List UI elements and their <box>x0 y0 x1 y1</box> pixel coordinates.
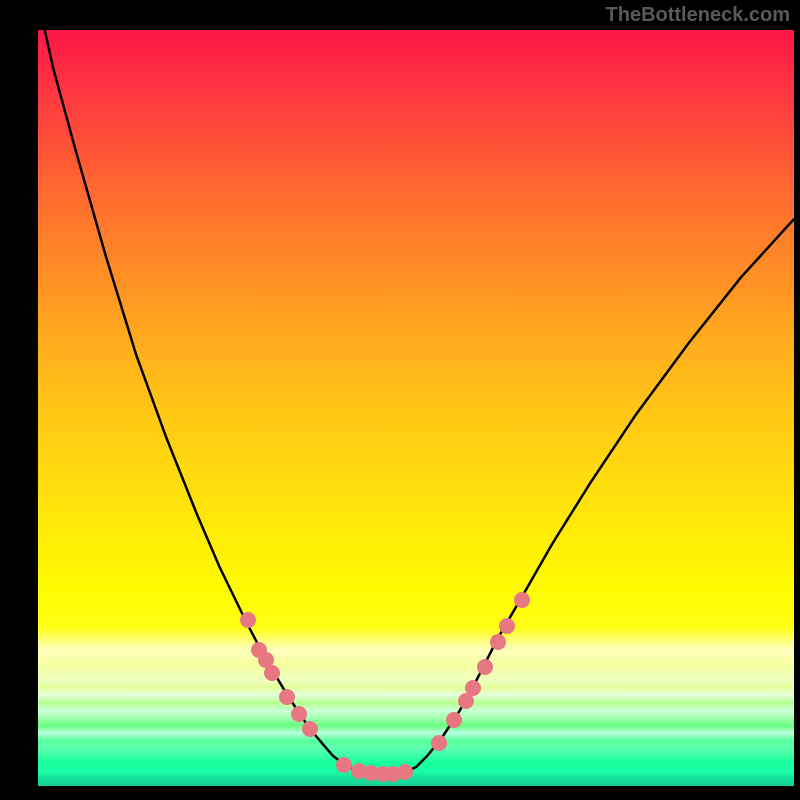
data-point-marker <box>458 693 474 709</box>
plot-area <box>38 30 794 786</box>
data-point-marker <box>336 757 352 773</box>
data-point-marker <box>514 592 530 608</box>
data-point-marker <box>240 612 256 628</box>
data-point-marker <box>264 665 280 681</box>
data-point-marker <box>465 680 481 696</box>
performance-curve <box>38 30 794 786</box>
watermark-text: TheBottleneck.com <box>606 4 790 27</box>
data-point-marker <box>397 764 413 780</box>
data-point-marker <box>499 618 515 634</box>
data-point-marker <box>490 634 506 650</box>
data-point-marker <box>291 706 307 722</box>
curve-line <box>38 30 794 774</box>
data-point-marker <box>302 721 318 737</box>
data-point-marker <box>446 712 462 728</box>
data-point-marker <box>431 735 447 751</box>
chart-container: TheBottleneck.com <box>0 0 800 800</box>
data-point-marker <box>279 689 295 705</box>
data-point-marker <box>477 659 493 675</box>
